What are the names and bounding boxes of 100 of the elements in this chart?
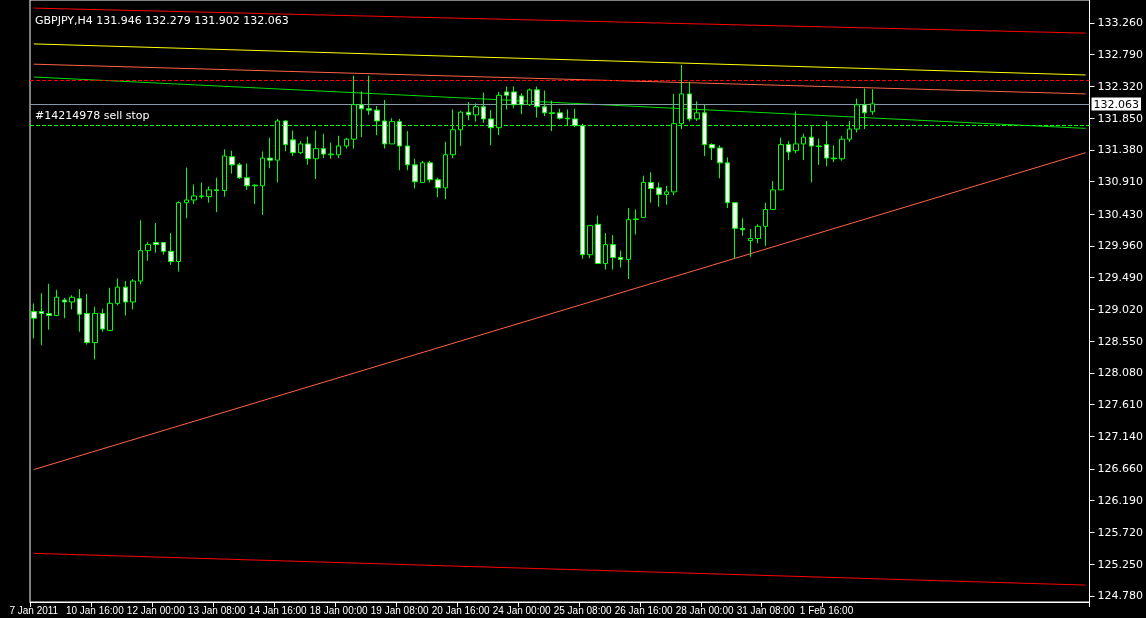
candlestick: [84, 293, 90, 346]
candlestick: [786, 140, 791, 161]
candlestick: [709, 142, 715, 161]
candlestick: [168, 232, 174, 266]
candlestick: [504, 85, 509, 110]
candlestick: [161, 242, 166, 256]
x-tick-label: 19 Jan 08:00: [370, 604, 430, 616]
candlestick: [618, 250, 623, 269]
candlestick: [778, 137, 784, 191]
y-tick-label: 126.660: [1097, 462, 1144, 476]
candlestick: [587, 225, 593, 259]
y-tick-label: 128.550: [1097, 334, 1144, 348]
candlestick: [115, 277, 120, 306]
x-tick-label: 10 Jan 16:00: [65, 604, 125, 616]
y-tick-label: 131.850: [1097, 111, 1144, 125]
candlestick: [755, 223, 761, 244]
candlestick: [191, 183, 197, 205]
x-tick-label: 25 Jan 08:00: [553, 604, 612, 616]
candlestick: [298, 140, 303, 155]
y-tick-label: 129.490: [1097, 271, 1144, 285]
candlestick: [763, 202, 768, 247]
candlestick: [176, 200, 181, 273]
x-tick-label: 28 Jan 00:00: [675, 604, 734, 616]
y-tick-label: 125.250: [1097, 557, 1144, 571]
x-tick-label: 1 Feb 16:00: [799, 604, 854, 616]
candlestick: [420, 160, 425, 183]
candlestick: [138, 219, 143, 285]
candlestick: [184, 167, 189, 219]
candlestick: [412, 158, 418, 190]
candlestick: [481, 92, 486, 124]
candlestick: [46, 283, 52, 331]
candlestick: [336, 135, 341, 159]
candlestick: [313, 129, 319, 180]
candlestick: [870, 88, 875, 116]
candlestick: [557, 108, 563, 121]
y-tick-label: 127.610: [1097, 398, 1144, 412]
x-tick-label: 14 Jan 16:00: [248, 604, 308, 616]
candlestick: [290, 129, 296, 157]
candlestick: [366, 75, 372, 116]
candlestick: [267, 137, 273, 169]
candlestick: [519, 92, 524, 115]
candlestick: [603, 232, 608, 271]
ref-line-label: #14214978 sell stop: [35, 108, 150, 122]
y-tick-label: 130.430: [1097, 207, 1144, 221]
y-tick-label: 131.380: [1097, 143, 1144, 157]
candlestick: [610, 234, 616, 271]
y-tick-label: 129.020: [1097, 302, 1144, 316]
candlestick: [717, 144, 723, 179]
candlestick: [740, 217, 745, 237]
candlestick: [633, 208, 639, 235]
candlestick: [831, 144, 837, 163]
candlestick: [237, 162, 242, 180]
x-tick-label: 12 Jan 00:00: [126, 604, 186, 616]
y-tick-label: 127.140: [1097, 429, 1144, 443]
candlestick: [732, 202, 738, 260]
y-tick-label: 126.190: [1097, 494, 1144, 508]
candlestick: [405, 130, 410, 171]
candlestick: [473, 102, 479, 123]
y-tick-label: 128.080: [1097, 366, 1144, 380]
candlestick: [656, 181, 662, 208]
candlestick: [54, 289, 59, 317]
candlestick: [145, 241, 151, 262]
candlestick: [466, 101, 471, 121]
x-tick-label: 13 Jan 08:00: [187, 604, 247, 616]
ref-line-label: 132.063: [1093, 97, 1140, 111]
candlestick: [344, 137, 349, 150]
candlestick: [725, 156, 730, 209]
candlestick: [648, 171, 654, 204]
candlestick: [39, 292, 44, 346]
candlestick: [130, 278, 136, 310]
y-tick-label: 132.790: [1097, 48, 1144, 62]
candlestick: [305, 135, 311, 166]
candlestick: [244, 163, 250, 191]
candlestick: [100, 308, 105, 333]
candlestick: [427, 160, 433, 183]
candlestick: [542, 90, 547, 117]
candlestick: [123, 280, 128, 317]
candlestick: [153, 222, 159, 254]
candlestick: [511, 85, 517, 109]
text: GBPJPY,H4 131.946 132.279 131.902 132.063: [35, 14, 289, 27]
y-tick-label: 125.720: [1097, 525, 1144, 539]
x-tick-label: 24 Jan 00:00: [492, 604, 551, 616]
candlestick: [214, 177, 219, 213]
candlestick: [222, 148, 227, 198]
candlestick: [801, 133, 806, 161]
candlestick: [443, 141, 448, 200]
candlestick: [527, 88, 532, 107]
x-tick-label: 31 Jan 08:00: [736, 604, 795, 616]
candlestick: [107, 287, 113, 331]
y-tick-label: 129.960: [1097, 239, 1144, 253]
candlestick: [199, 181, 204, 200]
x-tick-label: 26 Jan 16:00: [614, 604, 673, 616]
candlestick: [664, 185, 669, 206]
x-tick-label: 7 Jan 2011: [9, 604, 59, 616]
candlestick: [595, 215, 601, 264]
x-tick-label: 20 Jan 16:00: [431, 604, 491, 616]
candlestick: [534, 85, 540, 119]
candlestick: [69, 294, 75, 310]
candlestick: [206, 185, 212, 204]
candlestick: [92, 306, 98, 360]
